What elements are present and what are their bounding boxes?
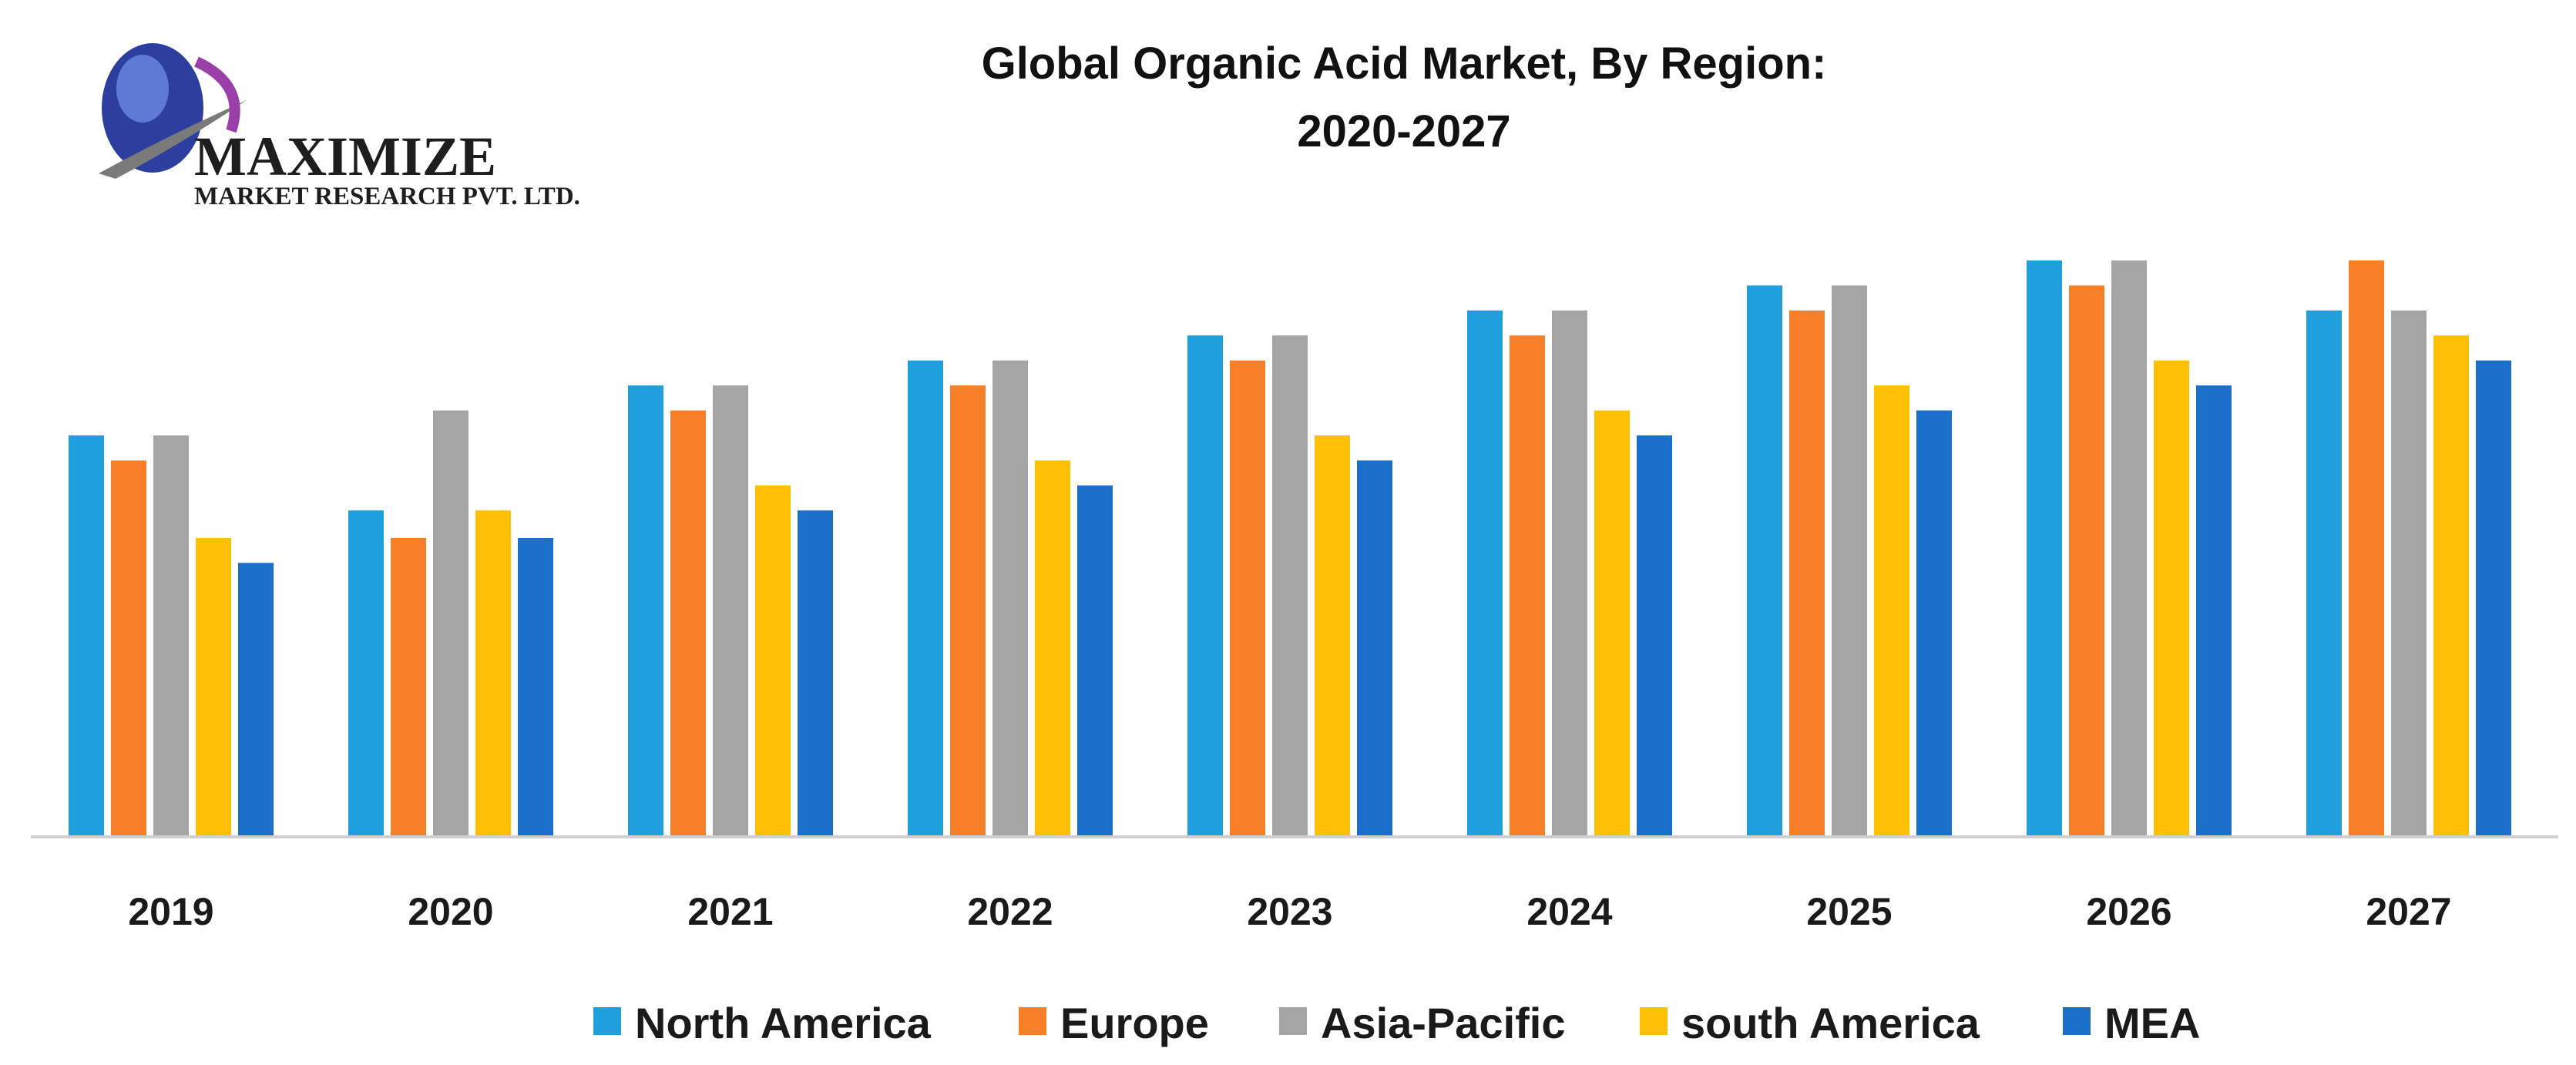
bar-south-america-2019: [196, 538, 231, 835]
legend-swatch-south-america: [1640, 1007, 1668, 1035]
x-tick-label-2021: 2021: [687, 890, 773, 933]
chart-title: Global Organic Acid Market, By Region:: [982, 39, 1827, 89]
x-tick-label-2020: 2020: [408, 890, 493, 933]
bar-europe-2023: [1230, 360, 1265, 835]
legend-label-south-america: south America: [1681, 999, 1980, 1047]
legend-label-europe: Europe: [1060, 999, 1209, 1047]
logo-name: MAXIMIZE: [194, 126, 496, 187]
bar-south-america-2023: [1315, 435, 1350, 835]
bar-europe-2026: [2069, 285, 2104, 835]
legend-swatch-mea: [2063, 1007, 2091, 1035]
bar-north-america-2025: [1747, 285, 1782, 835]
bar-north-america-2027: [2306, 310, 2342, 835]
bar-europe-2019: [111, 460, 146, 835]
bar-north-america-2023: [1187, 335, 1223, 836]
bar-asia-pacific-2025: [1832, 285, 1867, 835]
globe-highlight-icon: [116, 55, 169, 123]
bar-south-america-2024: [1594, 410, 1630, 835]
bar-mea-2021: [798, 510, 833, 835]
bar-europe-2025: [1789, 310, 1825, 835]
bar-europe-2020: [391, 538, 426, 835]
logo-swoosh-icon: [99, 100, 247, 179]
legend-swatch-asia-pacific: [1279, 1007, 1307, 1035]
x-tick-label-2025: 2025: [1806, 890, 1892, 933]
legend-label-asia-pacific: Asia-Pacific: [1321, 999, 1566, 1047]
bar-north-america-2021: [628, 385, 663, 835]
x-tick-label-2019: 2019: [128, 890, 213, 933]
bar-mea-2022: [1077, 485, 1113, 835]
bar-mea-2025: [1916, 410, 1952, 835]
x-tick-label-2023: 2023: [1247, 890, 1332, 933]
bar-north-america-2026: [2027, 260, 2062, 835]
x-tick-label-2022: 2022: [967, 890, 1053, 933]
bar-south-america-2022: [1035, 460, 1070, 835]
chart-subtitle: 2020-2027: [1297, 106, 1510, 156]
bar-mea-2020: [518, 538, 553, 835]
legend: North America Europe Asia-Pacific south Ame…: [593, 999, 2200, 1047]
x-tick-label-2024: 2024: [1526, 890, 1612, 933]
bar-south-america-2020: [475, 510, 511, 835]
bar-asia-pacific-2019: [153, 435, 189, 835]
bar-europe-2021: [670, 410, 706, 835]
bar-mea-2027: [2476, 360, 2511, 835]
bar-south-america-2025: [1874, 385, 1909, 835]
bar-south-america-2027: [2433, 335, 2469, 836]
bar-mea-2024: [1637, 435, 1672, 835]
bar-mea-2019: [238, 563, 274, 835]
bar-asia-pacific-2022: [992, 360, 1028, 835]
bar-south-america-2026: [2154, 360, 2189, 835]
bar-europe-2024: [1510, 335, 1545, 836]
bar-asia-pacific-2021: [713, 385, 748, 835]
bar-mea-2026: [2196, 385, 2232, 835]
bar-mea-2023: [1357, 460, 1392, 835]
bars-group: [69, 260, 2511, 836]
bar-asia-pacific-2026: [2111, 260, 2147, 835]
legend-label-mea: MEA: [2104, 999, 2200, 1047]
legend-swatch-europe: [1019, 1007, 1046, 1035]
bar-asia-pacific-2024: [1552, 310, 1587, 835]
x-tick-label-2026: 2026: [2086, 890, 2171, 933]
company-logo: MAXIMIZE MARKET RESEARCH PVT. LTD.: [99, 43, 580, 210]
bar-north-america-2024: [1467, 310, 1503, 835]
x-tick-labels: 2019 2020 2021 2022 2023 2024 2025 2026 2027: [128, 890, 2451, 933]
bar-north-america-2022: [908, 360, 943, 835]
x-tick-label-2027: 2027: [2366, 890, 2451, 933]
legend-label-north-america: North America: [635, 999, 932, 1047]
bar-north-america-2020: [348, 510, 384, 835]
bar-south-america-2021: [755, 485, 791, 835]
bar-europe-2027: [2349, 260, 2384, 835]
legend-swatch-north-america: [593, 1007, 621, 1035]
bar-north-america-2019: [69, 435, 104, 835]
logo-arc-icon: [193, 56, 240, 133]
bar-asia-pacific-2027: [2391, 310, 2427, 835]
bar-asia-pacific-2023: [1272, 335, 1308, 836]
bar-europe-2022: [950, 385, 986, 835]
bar-asia-pacific-2020: [433, 410, 469, 835]
logo-subtitle: MARKET RESEARCH PVT. LTD.: [194, 183, 580, 210]
